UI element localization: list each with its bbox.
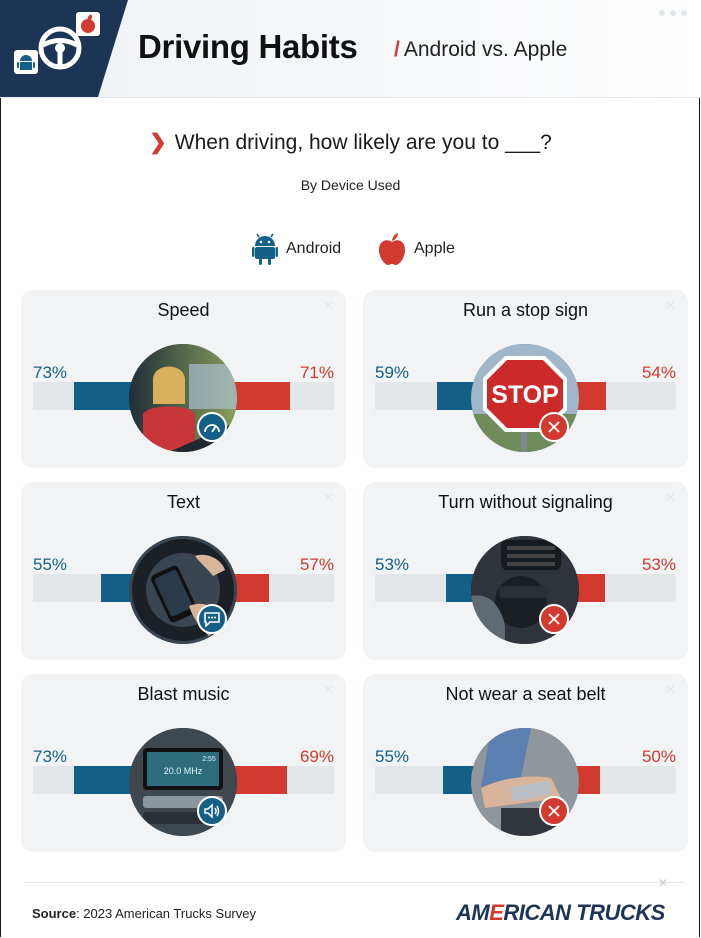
x-icon bbox=[539, 796, 569, 826]
panel-title: Blast music bbox=[137, 684, 230, 704]
data-label-android: 73% bbox=[33, 363, 68, 382]
panel-speed: ✕ Speed 73% 71% bbox=[21, 290, 346, 468]
panel-not-wear-a-seat-belt: ✕ Not wear a seat belt 55% 50% bbox=[363, 674, 688, 852]
question-text: When driving, how likely are you to ___? bbox=[174, 131, 552, 154]
data-label-apple: 53% bbox=[641, 555, 676, 574]
panel-blast-music: ✕ Blast music 73% 69% 20.0 MHz 2:55 bbox=[21, 674, 346, 852]
panel-photo bbox=[471, 728, 579, 836]
steering-wheel-icon bbox=[38, 26, 82, 70]
legend-item-android: Android bbox=[252, 232, 341, 266]
brand-logo: AMERICAN TRUCKS bbox=[456, 900, 665, 925]
page-subtitle: / Android vs. Apple bbox=[394, 38, 568, 61]
data-label-apple: 54% bbox=[641, 363, 676, 382]
close-icon: ✕ bbox=[665, 490, 676, 505]
header-logo bbox=[0, 0, 128, 97]
close-icon: ✕ bbox=[665, 298, 676, 313]
data-label-android: 55% bbox=[33, 555, 68, 574]
footer-divider bbox=[24, 882, 684, 883]
close-icon: ✕ bbox=[323, 298, 334, 313]
svg-text:2:55: 2:55 bbox=[202, 756, 216, 763]
legend-label-android: Android bbox=[286, 240, 342, 257]
data-label-apple: 57% bbox=[299, 555, 334, 574]
window-dots bbox=[659, 10, 687, 16]
byline: By Device Used bbox=[300, 177, 401, 193]
panel-title: Run a stop sign bbox=[462, 300, 589, 320]
panel-photo bbox=[129, 344, 237, 452]
legend: Android Apple bbox=[0, 232, 701, 272]
source-label: Source bbox=[32, 906, 77, 921]
data-label-apple: 71% bbox=[299, 363, 334, 382]
close-icon: ✕ bbox=[665, 682, 676, 697]
page-subtitle-text: Android vs. Apple bbox=[403, 38, 568, 61]
panel-photo bbox=[129, 536, 237, 644]
source-text: : 2023 American Trucks Survey bbox=[76, 906, 256, 921]
panel-turn-without-signaling: ✕ Turn without signaling 53% 53% bbox=[363, 482, 688, 660]
apple-icon bbox=[379, 233, 405, 265]
data-label-android: 55% bbox=[375, 747, 410, 766]
close-icon: ✕ bbox=[323, 682, 334, 697]
close-icon: ✕ bbox=[658, 876, 669, 890]
data-label-android: 53% bbox=[375, 555, 410, 574]
speaker-icon bbox=[197, 796, 227, 826]
panel-text: ✕ Text 55% 57% bbox=[21, 482, 346, 660]
question: ❯ When driving, how likely are you to ___… bbox=[0, 130, 701, 155]
panel-run-a-stop-sign: ✕ Run a stop sign 59% 54% STOP bbox=[363, 290, 688, 468]
legend-label-apple: Apple bbox=[414, 240, 455, 257]
data-label-apple: 50% bbox=[641, 747, 676, 766]
chat-icon bbox=[197, 604, 227, 634]
x-icon bbox=[539, 604, 569, 634]
svg-text:STOP: STOP bbox=[491, 381, 559, 409]
source-note: Source: 2023 American Trucks Survey bbox=[32, 906, 256, 921]
data-label-apple: 69% bbox=[299, 747, 334, 766]
panel-title: Turn without signaling bbox=[438, 492, 613, 512]
svg-text:20.0 MHz: 20.0 MHz bbox=[164, 766, 203, 776]
stop-sign-icon bbox=[539, 412, 569, 442]
panel-title: Not wear a seat belt bbox=[445, 684, 606, 704]
close-icon: ✕ bbox=[323, 490, 334, 505]
page-title: Driving Habits bbox=[138, 28, 358, 65]
legend-item-apple: Apple bbox=[378, 232, 455, 266]
panel-title: Text bbox=[166, 492, 200, 512]
header: Driving Habits / Android vs. Apple bbox=[0, 0, 701, 98]
speedometer-icon bbox=[197, 412, 227, 442]
chevron-right-icon: ❯ bbox=[149, 131, 167, 154]
apple-tile-icon bbox=[76, 12, 100, 36]
data-label-android: 59% bbox=[375, 363, 410, 382]
data-label-android: 73% bbox=[33, 747, 68, 766]
android-icon bbox=[252, 233, 278, 265]
panel-title: Speed bbox=[157, 300, 210, 320]
android-tile-icon bbox=[14, 50, 38, 74]
